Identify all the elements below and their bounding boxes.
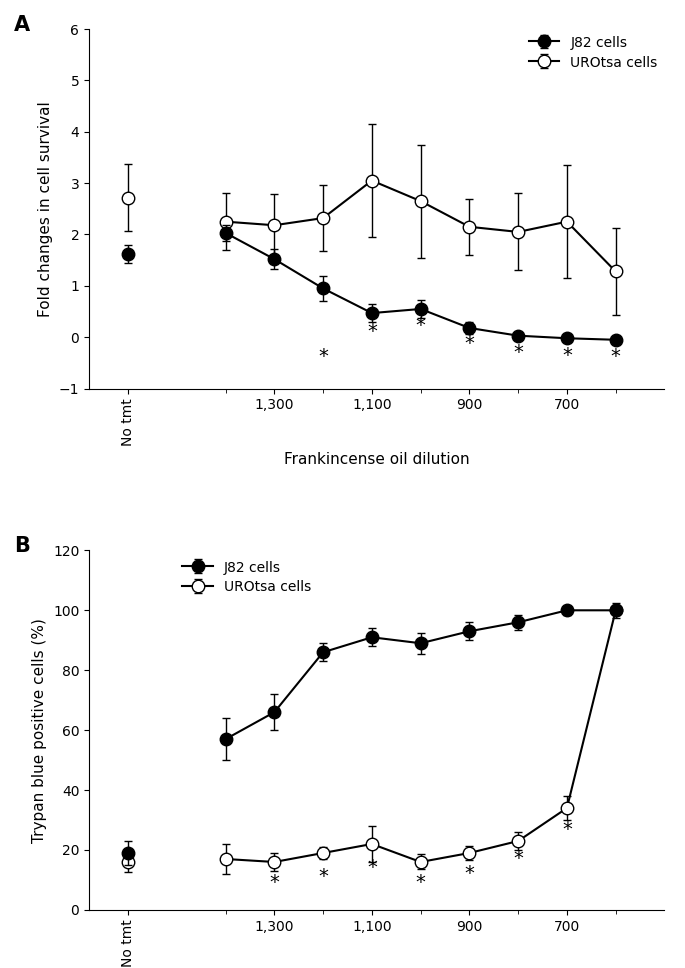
Text: *: *: [416, 317, 425, 336]
Text: *: *: [318, 348, 328, 366]
Y-axis label: Trypan blue positive cells (%): Trypan blue positive cells (%): [32, 618, 47, 842]
Text: *: *: [562, 346, 572, 365]
Text: B: B: [14, 536, 30, 556]
Legend: J82 cells, UROtsa cells: J82 cells, UROtsa cells: [529, 36, 658, 70]
Text: *: *: [464, 334, 474, 353]
Text: *: *: [513, 850, 523, 868]
Y-axis label: Fold changes in cell survival: Fold changes in cell survival: [38, 101, 53, 317]
Text: A: A: [14, 15, 30, 35]
Text: *: *: [611, 348, 621, 366]
Text: *: *: [367, 321, 377, 341]
Text: *: *: [367, 859, 377, 877]
Text: *: *: [269, 873, 279, 892]
Text: *: *: [513, 343, 523, 362]
Text: *: *: [416, 873, 425, 892]
X-axis label: Frankincense oil dilution: Frankincense oil dilution: [284, 452, 469, 467]
Text: *: *: [562, 820, 572, 838]
Text: *: *: [464, 864, 474, 884]
Legend: J82 cells, UROtsa cells: J82 cells, UROtsa cells: [182, 560, 311, 594]
Text: *: *: [318, 867, 328, 887]
